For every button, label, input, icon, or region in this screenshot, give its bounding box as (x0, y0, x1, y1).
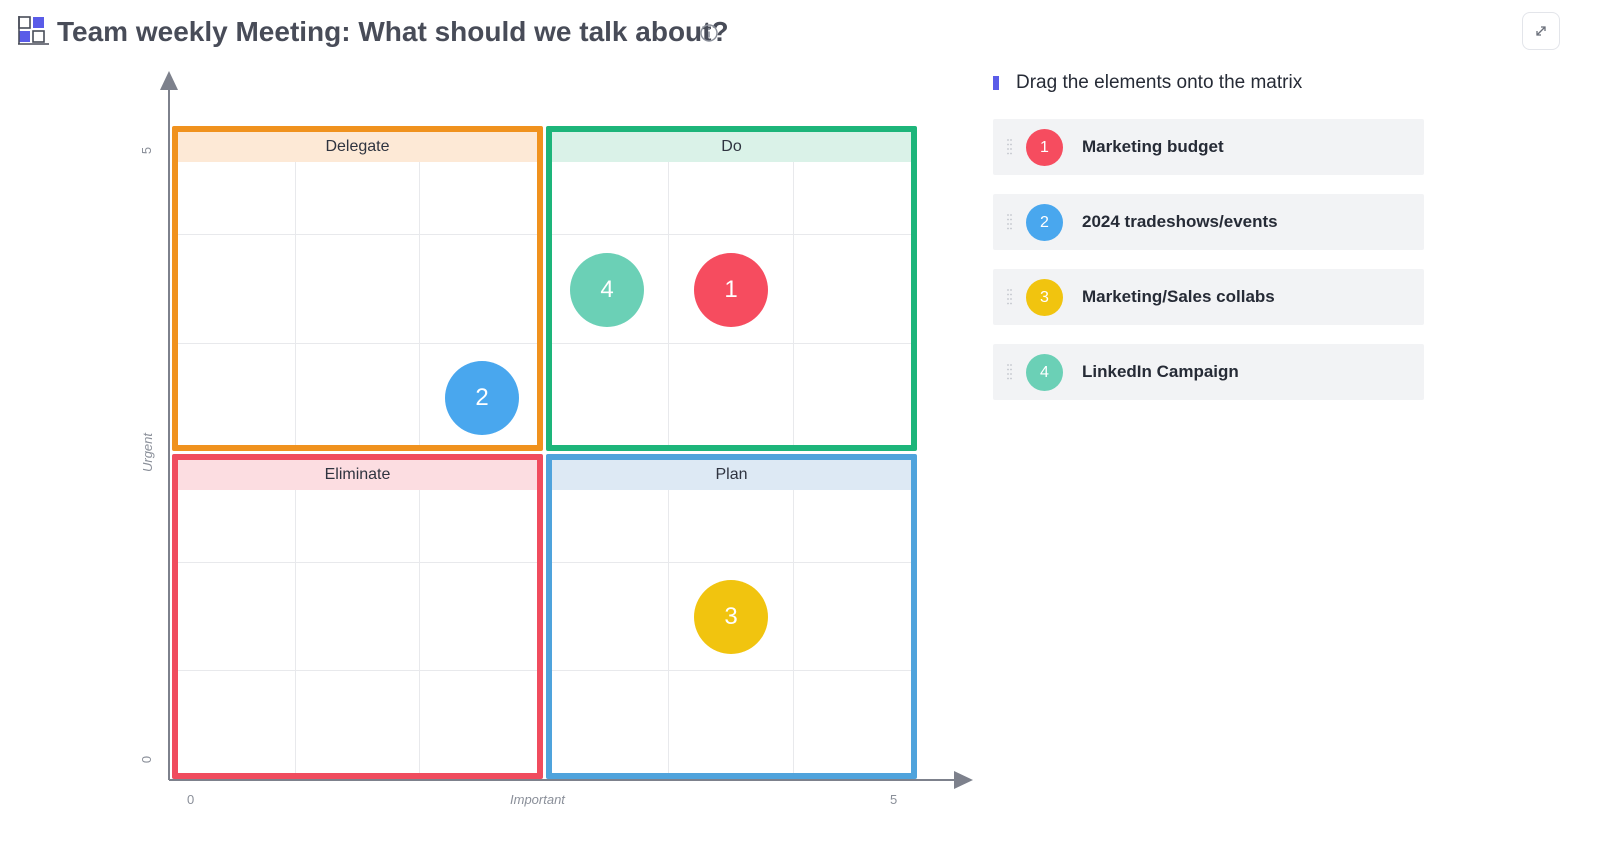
quadrant-eliminate[interactable]: Eliminate (172, 454, 543, 779)
drag-handle-icon[interactable] (1007, 288, 1012, 306)
item-label: 2024 tradeshows/events (1082, 212, 1278, 231)
expand-button[interactable] (1522, 12, 1560, 50)
placed-item-2[interactable]: 2 (445, 361, 519, 435)
y-max-tick: 5 (139, 146, 155, 155)
placed-item-3[interactable]: 3 (694, 580, 768, 654)
quadrant-do-header: Do (552, 132, 911, 162)
drag-handle-icon[interactable] (1007, 213, 1012, 231)
draggable-item-2[interactable]: 2 2024 tradeshows/events (993, 194, 1424, 250)
panel-heading: Drag the elements onto the matrix (1016, 72, 1303, 93)
x-min-tick: 0 (187, 792, 195, 807)
item-label: Marketing budget (1082, 137, 1224, 156)
item-number-badge: 3 (1026, 279, 1063, 316)
draggable-item-1[interactable]: 1 Marketing budget (993, 119, 1424, 175)
item-number-badge: 4 (1026, 354, 1063, 391)
quadrant-grid (178, 460, 537, 773)
quadrant-eliminate-header: Eliminate (178, 460, 537, 490)
matrix-axes (160, 71, 973, 789)
page-title: Team weekly Meeting: What should we talk… (57, 16, 729, 47)
quadrant-plan-header: Plan (552, 460, 911, 490)
info-icon[interactable] (699, 23, 719, 43)
quadrant-do[interactable]: Do (546, 126, 917, 451)
panel-accent-marker (993, 76, 999, 90)
expand-icon (1536, 26, 1546, 36)
x-max-tick: 5 (890, 792, 898, 807)
placed-item-1[interactable]: 1 (694, 253, 768, 327)
drag-handle-icon[interactable] (1007, 363, 1012, 381)
drag-handle-icon[interactable] (1007, 138, 1012, 156)
quadrant-grid (552, 460, 911, 773)
item-number-badge: 2 (1026, 204, 1063, 241)
x-axis-label: Important (510, 792, 565, 807)
item-label: LinkedIn Campaign (1082, 362, 1239, 381)
matrix-icon (18, 16, 49, 45)
quadrant-delegate-header: Delegate (178, 132, 537, 162)
item-number-badge: 1 (1026, 129, 1063, 166)
y-min-tick: 0 (139, 755, 155, 764)
quadrant-grid (178, 132, 537, 445)
placed-item-4[interactable]: 4 (570, 253, 644, 327)
quadrant-plan[interactable]: Plan (546, 454, 917, 779)
draggable-item-4[interactable]: 4 LinkedIn Campaign (993, 344, 1424, 400)
y-axis-label: Urgent (140, 432, 156, 473)
quadrant-delegate[interactable]: Delegate (172, 126, 543, 451)
item-label: Marketing/Sales collabs (1082, 287, 1275, 306)
quadrant-grid (552, 132, 911, 445)
draggable-item-3[interactable]: 3 Marketing/Sales collabs (993, 269, 1424, 325)
